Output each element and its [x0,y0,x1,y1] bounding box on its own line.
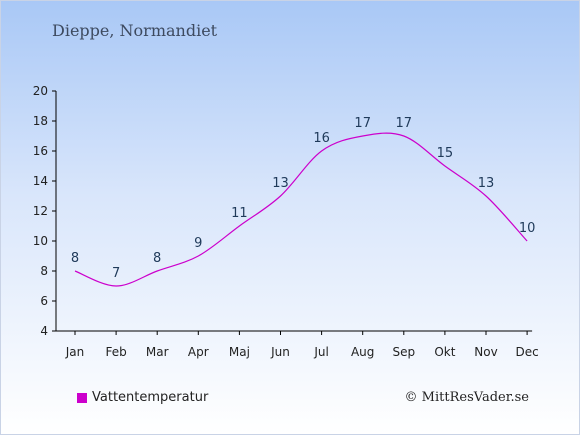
y-tick-label: 4 [40,324,48,338]
y-tick-label: 20 [33,84,48,98]
x-tick-label: Mar [146,345,169,359]
y-tick-label: 8 [40,264,48,278]
legend-swatch [77,392,87,403]
y-tick-label: 12 [33,204,48,218]
data-label: 16 [313,131,330,146]
data-label: 17 [354,116,371,131]
y-tick-label: 10 [33,234,48,248]
x-tick-label: Apr [188,345,209,359]
series-line [74,132,528,287]
data-label: 17 [396,116,413,131]
x-tick-label: Maj [229,345,250,359]
data-label: 7 [112,266,120,281]
copyright-text: © MittResVader.se [404,390,529,405]
y-tick-label: 6 [40,294,48,308]
legend-label: Vattentemperatur [92,390,209,405]
y-tick-label: 16 [33,144,48,158]
x-tick-label: Okt [434,345,455,359]
x-tick-label: Aug [351,345,374,359]
x-tick-label: Nov [474,345,497,359]
y-tick-label: 14 [33,174,48,188]
data-label: 13 [272,176,289,191]
x-tick-label: Jun [270,345,290,359]
x-tick-label: Dec [515,345,538,359]
data-label: 13 [478,176,495,191]
data-label: 8 [71,251,79,266]
x-tick-label: Feb [105,345,126,359]
chart-title: Dieppe, Normandiet [52,21,218,40]
x-tick-label: Jan [65,345,85,359]
data-label: 9 [194,236,202,251]
x-tick-label: Sep [392,345,415,359]
data-label: 10 [519,221,536,236]
data-label: 11 [231,206,248,221]
data-label: 8 [153,251,161,266]
y-tick-label: 18 [33,114,48,128]
x-tick-label: Jul [313,345,328,359]
data-label: 15 [437,146,454,161]
legend: Vattentemperatur [77,390,208,405]
